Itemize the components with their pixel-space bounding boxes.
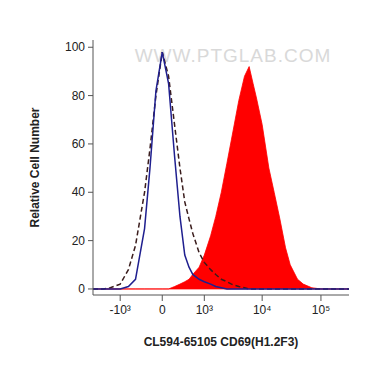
- x-tick: [262, 295, 263, 301]
- y-tick: [88, 143, 93, 144]
- x-tick: [162, 295, 163, 301]
- y-tick-label: 0: [78, 282, 85, 296]
- y-axis: [93, 40, 94, 295]
- y-tick-label: 60: [72, 137, 86, 151]
- x-tick-label: -10³: [110, 303, 131, 317]
- x-tick-label: 10⁵: [312, 303, 330, 317]
- histogram-line: [93, 52, 349, 289]
- y-tick: [88, 47, 93, 48]
- y-axis-label: Relative Cell Number: [28, 107, 42, 227]
- y-tick-label: 80: [72, 89, 86, 103]
- x-axis: [93, 295, 349, 296]
- plot-area: [93, 52, 349, 289]
- x-tick-label: 0: [159, 303, 166, 317]
- y-tick: [88, 95, 93, 96]
- y-tick-label: 40: [72, 185, 86, 199]
- x-tick: [320, 295, 321, 301]
- x-axis-label: CL594-65105 CD69(H1.2F3): [144, 335, 299, 349]
- y-tick-label: 20: [72, 234, 86, 248]
- histogram-line: [93, 52, 349, 289]
- y-tick-label: 100: [65, 40, 85, 54]
- x-tick: [120, 295, 121, 301]
- x-tick-label: 10³: [196, 303, 213, 317]
- y-tick: [88, 240, 93, 241]
- y-tick: [88, 288, 93, 289]
- chart: WWW.PTGLAB.COM020406080100-10³010³10⁴10⁵…: [0, 0, 370, 367]
- y-tick: [88, 192, 93, 193]
- x-tick: [204, 295, 205, 301]
- x-tick-label: 10⁴: [253, 303, 272, 317]
- histogram-area: [93, 67, 349, 289]
